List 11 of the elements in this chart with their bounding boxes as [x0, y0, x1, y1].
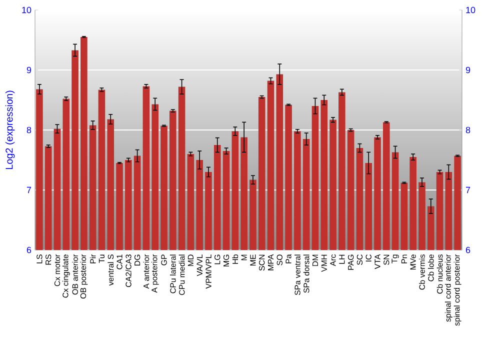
y2-tick-label: 10: [466, 6, 476, 14]
y-tick-label: 6: [26, 246, 32, 254]
y-tick-label: 10: [22, 6, 32, 14]
y-tick-label: 7: [26, 186, 32, 194]
y2-tick-label: 7: [466, 186, 470, 194]
y-tick-label: 8: [26, 126, 32, 134]
y2-tick-label: 6: [466, 246, 470, 254]
y-axis-title: Log2 (expression): [5, 90, 15, 170]
y2-tick-label: 8: [466, 126, 470, 134]
y2-tick-label: 9: [466, 66, 470, 74]
y-tick-label: 9: [26, 66, 32, 74]
